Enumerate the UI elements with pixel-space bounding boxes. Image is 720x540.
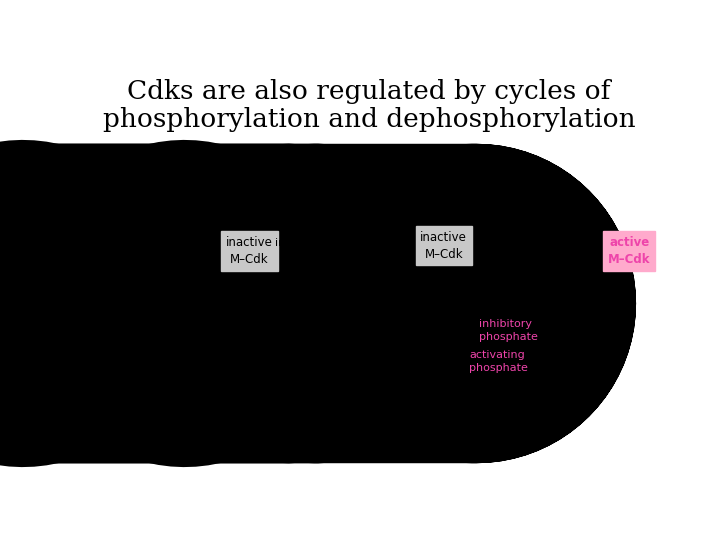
- Ellipse shape: [327, 340, 350, 367]
- Text: P: P: [604, 287, 611, 296]
- Wedge shape: [560, 273, 620, 334]
- Text: active
M–Cdk: active M–Cdk: [608, 236, 650, 266]
- Ellipse shape: [431, 309, 472, 345]
- Ellipse shape: [515, 281, 523, 289]
- Ellipse shape: [330, 330, 346, 343]
- Ellipse shape: [594, 308, 634, 342]
- Text: inhibitory
kinase: inhibitory kinase: [275, 238, 328, 261]
- Circle shape: [530, 356, 547, 374]
- Text: activating
phosphate: activating phosphate: [469, 350, 528, 373]
- FancyBboxPatch shape: [320, 247, 356, 266]
- Wedge shape: [215, 273, 275, 334]
- Text: Cdks are also regulated by cycles of: Cdks are also regulated by cycles of: [127, 79, 611, 104]
- Text: inactive
M–Cdk: inactive M–Cdk: [226, 236, 273, 266]
- Ellipse shape: [505, 260, 533, 276]
- Circle shape: [599, 283, 616, 300]
- Text: P: P: [535, 361, 541, 369]
- Text: activating
phosphatase: activating phosphatase: [523, 249, 595, 273]
- Text: P: P: [431, 285, 438, 294]
- FancyBboxPatch shape: [515, 266, 523, 284]
- Text: inhibitory
phosphate: inhibitory phosphate: [479, 319, 538, 342]
- Text: phosphorylation and dephosphorylation: phosphorylation and dephosphorylation: [103, 107, 635, 132]
- Wedge shape: [113, 273, 174, 334]
- Ellipse shape: [245, 318, 273, 342]
- Circle shape: [426, 281, 443, 298]
- Ellipse shape: [333, 264, 343, 272]
- Ellipse shape: [180, 256, 213, 286]
- Ellipse shape: [426, 319, 456, 344]
- Text: P: P: [418, 308, 424, 317]
- Ellipse shape: [176, 262, 199, 283]
- Circle shape: [412, 304, 429, 321]
- Ellipse shape: [249, 308, 289, 342]
- Text: inactive
M–Cdk: inactive M–Cdk: [420, 231, 467, 261]
- Wedge shape: [395, 271, 458, 336]
- Text: M-cyclin: M-cyclin: [165, 261, 213, 274]
- Text: mitotic Cdk: mitotic Cdk: [110, 342, 178, 355]
- Ellipse shape: [590, 318, 618, 342]
- Text: activating
kinase: activating kinase: [310, 381, 366, 404]
